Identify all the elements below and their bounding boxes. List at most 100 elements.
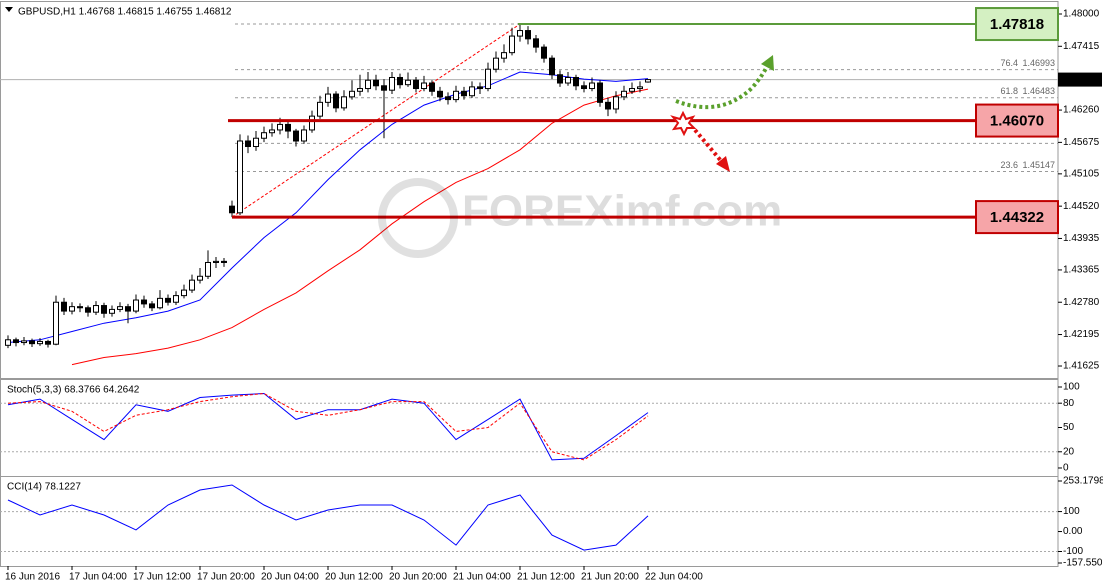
candle-body: [365, 79, 371, 90]
candle-body: [429, 82, 435, 92]
moving-average: [71, 88, 649, 366]
x-tick-label: 20 Jun 04:00: [261, 572, 319, 583]
candle-body: [413, 79, 419, 90]
candle-body: [165, 297, 171, 303]
candle-body: [333, 93, 339, 109]
candle-body: [45, 340, 51, 345]
candle-body: [517, 30, 523, 37]
candle-body: [557, 74, 563, 84]
candle-body: [589, 82, 595, 90]
y-tick-label: 100: [1063, 382, 1080, 393]
candle-body: [613, 96, 619, 110]
candle-body: [549, 57, 555, 76]
y-tick-label: 1.48000: [1063, 9, 1100, 20]
breakout-star: [670, 110, 697, 137]
y-tick-label: 1.42195: [1063, 329, 1100, 340]
candle-body: [5, 339, 11, 346]
candle-body: [437, 90, 443, 98]
y-tick-label: 80: [1063, 398, 1075, 409]
candle-body: [229, 205, 235, 214]
candle-body: [133, 299, 139, 312]
y-tick-label: 253.1798: [1063, 476, 1103, 487]
panel-title: CCI(14) 78.1227: [7, 482, 81, 493]
candle-body: [469, 86, 475, 97]
current-price-box: [1058, 72, 1102, 87]
x-tick-label: 20 Jun 12:00: [325, 572, 383, 583]
level-box: [975, 200, 1059, 235]
candle-body: [293, 130, 299, 142]
candle-body: [77, 306, 83, 309]
candle-body: [141, 299, 147, 305]
candle-body: [149, 303, 155, 309]
dropdown-icon[interactable]: [5, 7, 13, 12]
level-label: 1.46070: [990, 113, 1044, 130]
indicator-line: [7, 484, 649, 551]
candle-body: [181, 289, 187, 297]
moving-average: [7, 71, 649, 343]
candle-body: [53, 301, 59, 345]
candle-body: [197, 275, 203, 281]
y-tick-label: 20: [1063, 446, 1075, 457]
y-tick-label: 1.42780: [1063, 297, 1100, 308]
panel-title: GBPUSD,H1 1.46768 1.46815 1.46755 1.4681…: [18, 7, 232, 18]
panel-frame: [0, 476, 1059, 567]
candle-body: [477, 86, 483, 90]
candle-body: [29, 340, 35, 345]
candle-body: [397, 76, 403, 86]
y-tick-label: 50: [1063, 422, 1075, 433]
candle-body: [509, 35, 515, 54]
level-box: [975, 7, 1059, 42]
y-tick-label: -157.5509: [1063, 558, 1103, 569]
candle-body: [37, 340, 43, 345]
candle-body: [541, 46, 547, 59]
candle-body: [245, 140, 251, 148]
x-tick-label: 17 Jun 20:00: [197, 572, 255, 583]
candle-body: [645, 79, 651, 83]
candle-body: [533, 38, 539, 48]
candle-body: [189, 279, 195, 291]
candle-body: [493, 57, 499, 70]
x-tick-label: 17 Jun 12:00: [133, 572, 191, 583]
candle-body: [253, 137, 259, 148]
y-tick-label: 1.47415: [1063, 41, 1100, 52]
fib-price-label: 1.46993: [1022, 58, 1055, 68]
candle-body: [445, 96, 451, 101]
red-arrow: [693, 128, 724, 164]
candle-body: [261, 132, 267, 139]
candle-body: [101, 305, 107, 314]
watermark: FOREXimf.com: [462, 187, 782, 236]
candle-body: [221, 260, 227, 263]
candle-body: [461, 90, 467, 97]
candle-body: [453, 90, 459, 101]
candle-body: [637, 86, 643, 90]
x-tick-label: 21 Jun 12:00: [517, 572, 575, 583]
x-tick-label: 21 Jun 04:00: [453, 572, 511, 583]
candle-body: [309, 115, 315, 131]
x-tick-label: 20 Jun 20:00: [389, 572, 447, 583]
candle-body: [389, 76, 395, 91]
current-price-label: 1.46812: [1062, 74, 1099, 85]
y-tick-label: 1.43365: [1063, 265, 1100, 276]
annotations: [5, 7, 774, 258]
candle-body: [629, 88, 635, 92]
candle-body: [325, 93, 331, 103]
fib-price-label: 1.46483: [1022, 86, 1055, 96]
y-tick-label: 1.45675: [1063, 137, 1100, 148]
y-tick-label: 1.43935: [1063, 233, 1100, 244]
candle-body: [277, 123, 283, 131]
candle-body: [317, 101, 323, 117]
candle-body: [117, 306, 123, 310]
y-tick-label: 1.45105: [1063, 168, 1100, 179]
y-tick-label: 1.44520: [1063, 201, 1100, 212]
candle-body: [85, 307, 91, 313]
candle-body: [605, 101, 611, 110]
candle-body: [285, 123, 291, 132]
candle-body: [157, 297, 163, 309]
candle-body: [349, 90, 355, 98]
candle-body: [237, 140, 243, 214]
indicator-line: [7, 392, 649, 461]
candle-body: [373, 79, 379, 87]
panel-frame: [0, 1, 1059, 379]
candle-body: [621, 90, 627, 98]
